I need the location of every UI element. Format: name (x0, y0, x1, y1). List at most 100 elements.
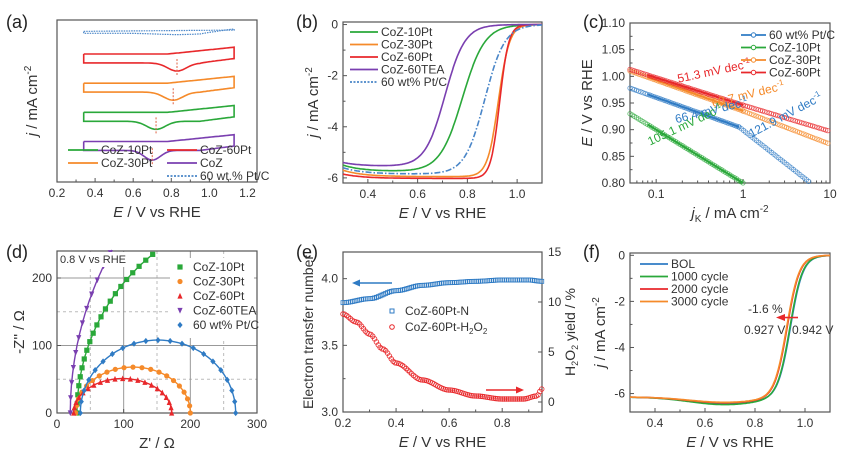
point-coz-60pt-h2o2 (492, 395, 499, 402)
nyquist-point-coz-60tea (73, 349, 79, 356)
point-coz-60pt-h2o2 (468, 392, 474, 399)
lsv-curve-coz-60pt (342, 23, 542, 180)
x-tick-label: 0.8 (747, 416, 764, 430)
legend-coz-60pt-label: CoZ-60Pt (381, 50, 433, 64)
nyquist-point-coz-10pt (136, 263, 142, 269)
y-tick-label: -6 (614, 387, 625, 401)
nyquist-point-coz-60pt (76, 394, 82, 400)
x-tick-label: 0.8 (494, 416, 511, 430)
point-coz-60pt-h2o2 (513, 396, 519, 402)
tafel-point-coz-30pt (770, 120, 777, 126)
nyquist-point-coz-10pt (90, 330, 96, 336)
nyquist-point-coz-60pt (112, 375, 118, 382)
point-coz-60pt-h2o2 (487, 394, 493, 401)
lsv-curve-coz-30pt (342, 23, 542, 178)
nyquist-point-coz-60pt (104, 377, 111, 383)
x-tick-label: 1.0 (797, 416, 814, 430)
nyquist-point-coz-10pt (87, 339, 93, 345)
nyquist-point-60-wt-pt-c (120, 344, 126, 352)
legend-coz-60pt-marker (177, 292, 183, 299)
y-tick-label: 1.00 (602, 69, 626, 83)
panel-label: (f) (583, 242, 600, 262)
nyquist-point-coz-60pt (154, 385, 160, 392)
nyquist-point-coz-30pt (176, 383, 182, 389)
nyquist-point-coz-60pt (127, 375, 133, 382)
legend-bg (170, 258, 254, 338)
nyquist-point-coz-30pt (89, 377, 96, 384)
nyquist-point-coz-10pt (143, 257, 149, 263)
legend-pt-c-label: 60 wt.% Pt/C (200, 169, 270, 183)
nyquist-point-coz-30pt (96, 373, 102, 379)
tafel-point-coz-30pt (796, 129, 803, 136)
y2-tick-label: 5 (548, 345, 555, 359)
point-coz-60pt-h2o2 (448, 387, 454, 393)
legend-coz-10pt-marker (177, 264, 183, 270)
x-axis-label: E / V vs RHE (399, 434, 487, 451)
tafel-fit-coz-30pt (647, 76, 744, 112)
nyquist-point-coz-60tea (94, 277, 100, 284)
nyquist-point-coz-30pt (139, 365, 145, 371)
cv-curve-coz-60pt (82, 46, 235, 72)
y-tick-label: 0.95 (602, 96, 626, 110)
panel-label: (e) (296, 242, 318, 262)
cv-curve-coz-10pt (82, 104, 235, 131)
tafel-fit-coz-60pt (647, 74, 744, 107)
legend-coz-30pt-marker (750, 57, 757, 63)
tafel-fit-coz-10pt (647, 123, 744, 184)
nyquist-point-60-wt-pt-c (201, 350, 207, 358)
nyquist-point-coz-60pt (120, 375, 126, 382)
x-tick-label: 0.4 (360, 187, 377, 201)
point-coz-60pt-h2o2 (516, 396, 523, 402)
tafel-point-coz-30pt (753, 113, 759, 119)
nyquist-point-coz-60tea (67, 410, 73, 417)
tafel-point-coz-60pt (640, 70, 646, 77)
legend-coz-label: CoZ (200, 156, 223, 170)
legend-coz-10pt-label: CoZ-10Pt (381, 25, 433, 39)
legend-coz-60pt-label: CoZ-60Pt (769, 66, 821, 80)
y-tick-label: -2 (327, 69, 338, 83)
nyquist-point-coz-60pt (71, 409, 77, 416)
nyquist-point-60-wt-pt-c (131, 340, 137, 347)
nyquist-point-coz-60pt (148, 382, 155, 388)
nyquist-point-60-wt-pt-c (229, 387, 235, 394)
nyquist-point-coz-30pt (104, 369, 110, 375)
legend-coz-60tea-label: CoZ-60TEA (193, 304, 256, 318)
nyquist-point-coz-60pt (97, 379, 104, 385)
x-tick-label: 1.2 (239, 186, 256, 200)
nyquist-point-coz-60tea (84, 305, 90, 312)
tafel-point-coz-60pt (825, 128, 831, 134)
legend-coz-30pt-label: CoZ-30Pt (381, 38, 433, 52)
point-coz-60pt-h2o2 (500, 396, 506, 402)
point-coz-60pt-h2o2 (531, 393, 538, 399)
legend-60-wt-pt-c-label: 60 wt% Pt/C (769, 28, 835, 42)
legend-coz-10pt-label: CoZ-10Pt (193, 260, 245, 274)
nyquist-point-60-wt-pt-c (232, 398, 238, 405)
tafel-point-coz-30pt (777, 122, 783, 128)
nyquist-point-coz-60pt (159, 389, 165, 396)
panel-b: (b)0.4 0.6 0.8 1.00-2-4-6CoZ-10PtCoZ-30PtCo… (296, 12, 543, 222)
legend-coz-30pt-marker (177, 278, 183, 285)
x-axis-label: Z' / Ω (139, 435, 175, 452)
y-tick-label: 1.10 (602, 16, 626, 30)
tafel-point-coz-30pt (794, 129, 801, 135)
cv-curve-coz (82, 133, 235, 161)
tafel-point-coz-30pt (744, 110, 751, 116)
y-tick-label: -6 (327, 171, 338, 185)
nyquist-point-coz-10pt (98, 314, 104, 320)
half-wave-before-label: 0.942 V (792, 323, 833, 337)
nyquist-point-60-wt-pt-c (224, 376, 230, 384)
point-coz-60pt-h2o2 (496, 396, 502, 402)
nyquist-point-coz-30pt (181, 389, 187, 395)
inset-label: 0.8 V vs RHE (60, 254, 126, 266)
point-coz-60pt-h2o2 (405, 367, 411, 373)
panel-label: (b) (296, 12, 318, 32)
tafel-point-coz-10pt (740, 180, 746, 186)
panel-d: (d) 0 100 200 300 0 100 200 0.8 V vs RHE CoZ-10Pt… (6, 242, 267, 452)
point-coz-60pt-n (539, 278, 545, 284)
nyquist-point-coz-10pt (79, 365, 85, 371)
tafel-point-coz-30pt (779, 123, 785, 129)
legend-3000-cycle-label: 3000 cycle (671, 295, 729, 309)
nyquist-point-coz-60pt (169, 409, 175, 416)
x-tick-label: 0.6 (409, 187, 426, 201)
nyquist-point-coz-10pt (112, 291, 118, 297)
